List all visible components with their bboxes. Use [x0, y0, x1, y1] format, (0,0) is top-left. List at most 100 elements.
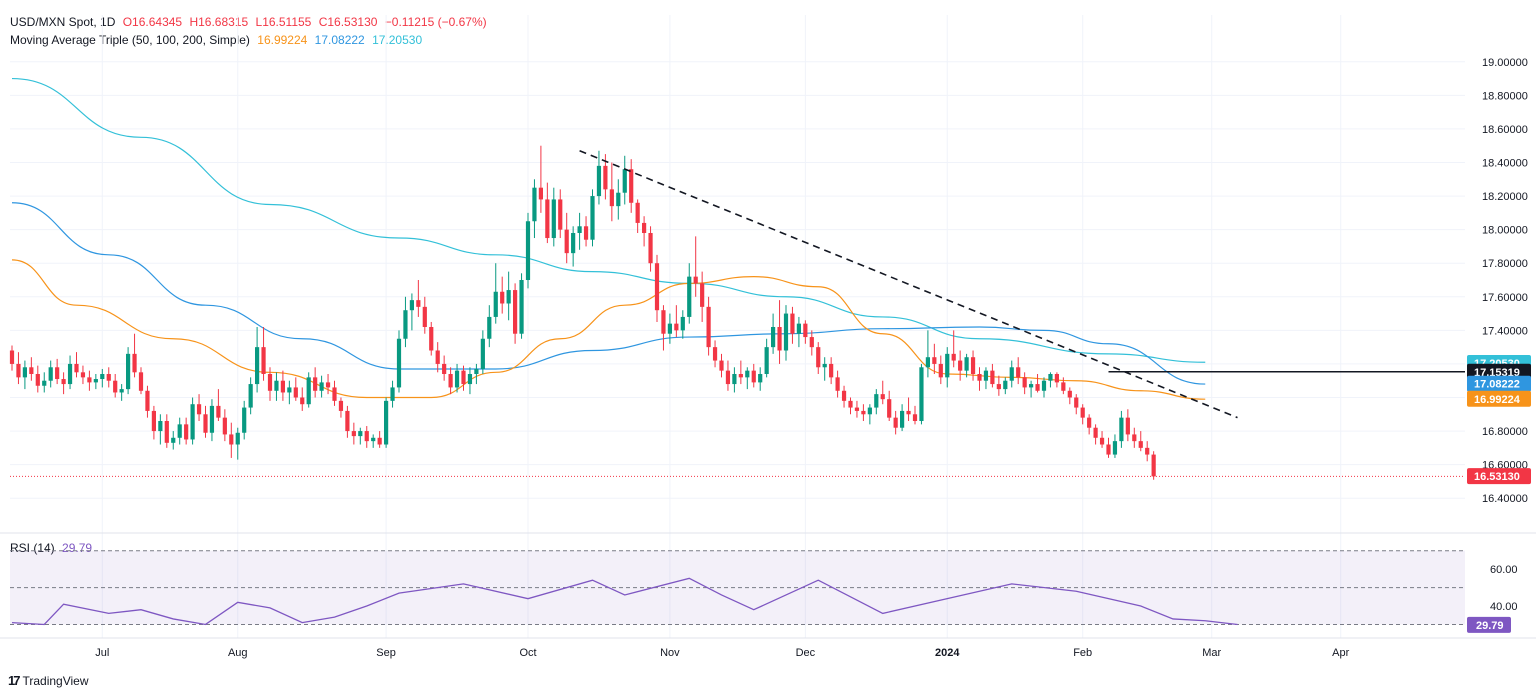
- candle: [151, 405, 156, 440]
- candle-body: [629, 169, 634, 203]
- candle: [209, 399, 215, 442]
- candle: [519, 273, 524, 339]
- candle-body: [887, 399, 892, 418]
- axes: 19.00000 18.80000 18.60000 18.40000 18.20000…: [0, 57, 1536, 659]
- change-value: −0.11215 (−0.67%): [384, 15, 487, 29]
- moving-averages: [11, 77, 1206, 400]
- candle-body: [783, 313, 789, 351]
- candle: [474, 363, 479, 385]
- candle-body: [1009, 367, 1014, 381]
- candle-body: [409, 300, 414, 311]
- x-tick-label: 2024: [935, 647, 960, 659]
- candle-body: [583, 226, 589, 240]
- ma-header: Moving Average Triple (50, 100, 200, Sim…: [10, 33, 426, 47]
- candle-body: [1093, 427, 1098, 438]
- candle-body: [1061, 382, 1066, 391]
- candle-body: [184, 424, 189, 440]
- rsi-tick-label: 60.00: [1490, 564, 1518, 576]
- candle-body: [222, 417, 227, 435]
- candle-body: [925, 357, 930, 368]
- candle: [538, 145, 543, 213]
- candle: [867, 404, 872, 425]
- candle-body: [603, 165, 608, 190]
- y-tick-label: 18.60000: [1482, 124, 1528, 136]
- candle-body: [358, 431, 363, 437]
- candle-body: [738, 374, 743, 378]
- price-tag: [1467, 468, 1531, 485]
- candle: [616, 179, 621, 220]
- candle-body: [126, 353, 131, 390]
- candle: [132, 333, 137, 378]
- candle-body: [293, 387, 298, 398]
- candle: [319, 375, 324, 398]
- candle-body: [745, 370, 750, 378]
- close-value: C16.53130: [318, 15, 378, 29]
- candle-body: [74, 363, 79, 373]
- candle-body: [532, 187, 537, 222]
- candle-body: [203, 414, 208, 433]
- rsi-label[interactable]: RSI (14): [10, 541, 55, 555]
- ma-label[interactable]: Moving Average Triple (50, 100, 200, Sim…: [10, 33, 250, 47]
- candle: [255, 327, 260, 393]
- candle-body: [577, 226, 582, 233]
- candle-body: [558, 199, 563, 230]
- candle-body: [712, 347, 718, 361]
- candle: [642, 216, 647, 247]
- candle-body: [661, 310, 666, 334]
- x-tick-label: Feb: [1073, 647, 1092, 659]
- candle: [113, 374, 118, 398]
- drawings: [10, 150, 1465, 477]
- candle-body: [396, 338, 402, 388]
- candle-body: [274, 380, 279, 391]
- candle: [1106, 437, 1111, 458]
- candle: [461, 365, 466, 391]
- tradingview-logo[interactable]: 17 TradingView: [8, 673, 89, 688]
- candle: [267, 367, 273, 401]
- candle-body: [829, 363, 834, 378]
- candle: [500, 276, 505, 314]
- candle: [771, 313, 776, 354]
- candle-body: [1132, 434, 1137, 442]
- candle-body: [983, 370, 989, 381]
- candle-body: [364, 431, 369, 442]
- candle: [332, 380, 337, 406]
- candle: [583, 216, 589, 247]
- candle-body: [267, 374, 273, 391]
- candle: [900, 404, 905, 432]
- candle-body: [1048, 374, 1053, 381]
- candle-body: [280, 380, 285, 393]
- rsi-tag-label: 29.79: [1476, 620, 1504, 632]
- ma50-line: [11, 259, 1206, 400]
- candle: [384, 397, 389, 448]
- candle: [364, 426, 369, 448]
- candle-body: [454, 370, 460, 388]
- candle: [177, 417, 182, 445]
- candle-body: [977, 374, 982, 381]
- candle: [74, 352, 79, 378]
- candle: [809, 330, 814, 356]
- candle: [1009, 360, 1014, 388]
- candle: [409, 293, 414, 331]
- candle: [158, 414, 163, 445]
- candle: [138, 367, 144, 395]
- x-tick-label: Jul: [95, 647, 109, 659]
- candle: [371, 434, 376, 448]
- candle-body: [906, 410, 911, 415]
- candle-body: [538, 187, 543, 200]
- candle-body: [938, 363, 943, 378]
- candle-body: [648, 233, 653, 264]
- price-tag: [1467, 390, 1531, 407]
- candle: [648, 226, 653, 272]
- rsi-header: RSI (14) 29.79: [10, 541, 96, 555]
- ma100-value: 17.08222: [314, 33, 365, 47]
- candle: [403, 296, 408, 348]
- symbol-label[interactable]: USD/MXN Spot, 1D: [10, 15, 116, 29]
- candle-body: [1035, 384, 1040, 391]
- candle: [351, 422, 356, 445]
- candle: [80, 365, 86, 385]
- brand-name: TradingView: [22, 673, 89, 688]
- candle: [448, 367, 453, 395]
- price-tag-label: 16.53130: [1474, 471, 1520, 483]
- candle: [313, 367, 318, 398]
